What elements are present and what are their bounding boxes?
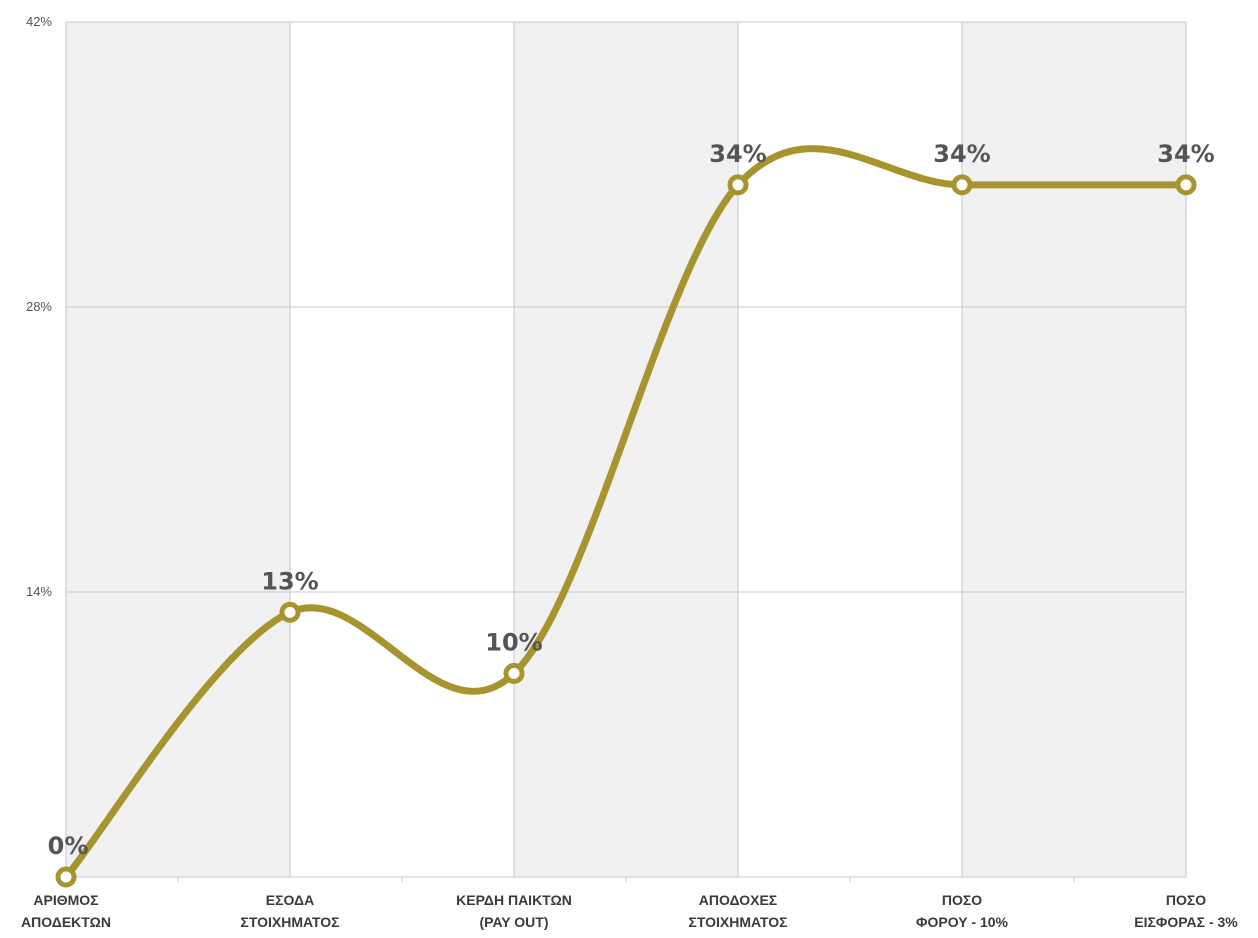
data-point-marker	[951, 174, 973, 196]
y-tick-label: 42%	[26, 14, 52, 29]
y-axis-ticks: 14% 28% 42%	[26, 14, 52, 599]
data-label: 34%	[709, 140, 766, 168]
data-label: 34%	[933, 140, 990, 168]
y-tick-label: 28%	[26, 299, 52, 314]
data-points	[55, 174, 1197, 888]
x-axis-labels: ΑΡΙΘΜΟΣ ΑΠΟΔΕΚΤΩΝ ΕΣΟΔΑ ΣΤΟΙΧΗΜΑΤΟΣ ΚΕΡΔΗ ΠΑ…	[21, 892, 1238, 930]
data-point-marker	[1175, 174, 1197, 196]
data-label: 13%	[261, 567, 318, 595]
data-point-marker	[55, 866, 77, 888]
data-point-marker	[279, 601, 301, 623]
y-tick-label: 14%	[26, 584, 52, 599]
data-point-marker	[503, 662, 525, 684]
x-category-label: ΠΟΣΟ ΦΟΡΟΥ - 10%	[916, 892, 1009, 930]
x-category-label: ΑΡΙΘΜΟΣ ΑΠΟΔΕΚΤΩΝ	[21, 892, 111, 930]
background-band	[66, 22, 290, 877]
x-category-label: ΑΠΟΔΟΧΕΣ ΣΤΟΙΧΗΜΑΤΟΣ	[688, 892, 787, 930]
data-point-marker	[727, 174, 749, 196]
x-category-label: ΚΕΡΔΗ ΠΑΙΚΤΩΝ (PAY OUT)	[456, 892, 572, 930]
background-bands	[66, 22, 1186, 877]
x-category-label: ΠΟΣΟ ΕΙΣΦΟΡΑΣ - 3%	[1134, 892, 1238, 930]
background-band	[962, 22, 1186, 877]
x-category-label: ΕΣΟΔΑ ΣΤΟΙΧΗΜΑΤΟΣ	[240, 892, 339, 930]
grid-lines	[65, 21, 1187, 882]
data-label: 10%	[485, 628, 542, 656]
data-label: 0%	[48, 832, 89, 860]
background-band	[514, 22, 738, 877]
data-labels: 0% 13% 10% 34% 34% 34%	[48, 140, 1215, 860]
data-label: 34%	[1157, 140, 1214, 168]
